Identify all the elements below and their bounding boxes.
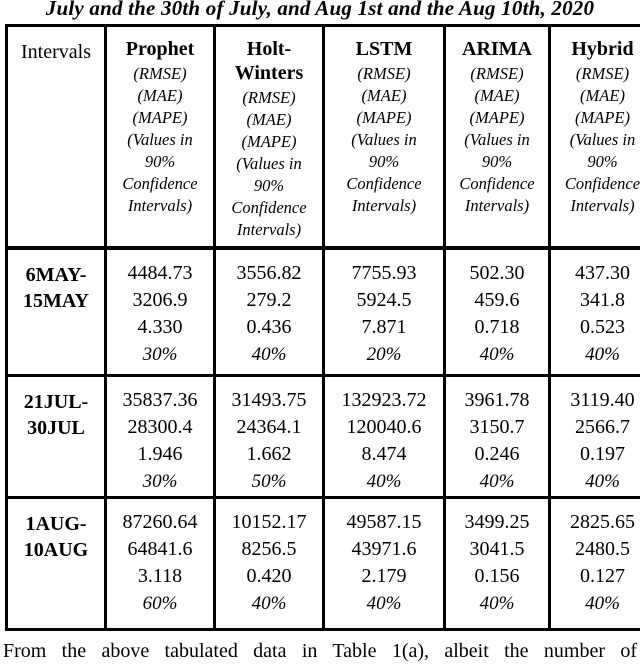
table-header-row: Intervals Prophet (RMSE) (MAE) (MAPE) (V… xyxy=(5,24,640,250)
metric-cell-prophet: 4484.73 3206.9 4.330 30% xyxy=(104,246,216,377)
metrics-legend: (RMSE) (MAE) (MAPE) (Values in 90% Confi… xyxy=(231,88,307,239)
metric-cell-prophet: 87260.64 64841.6 3.118 60% xyxy=(104,496,216,631)
metric-cell-arima: 3499.25 3041.5 0.156 40% xyxy=(443,496,551,631)
metrics-legend: (RMSE) (MAE) (MAPE) (Values in 90% Confi… xyxy=(346,64,422,215)
results-table: Intervals Prophet (RMSE) (MAE) (MAPE) (V… xyxy=(5,24,640,631)
model-name: Prophet xyxy=(125,38,195,60)
metric-cell-hybrid: 2825.65 2480.5 0.127 40% xyxy=(548,496,640,631)
metric-cell-holt-winters: 10152.17 8256.5 0.420 40% xyxy=(213,496,325,631)
column-header-prophet: Prophet (RMSE) (MAE) (MAPE) (Values in 9… xyxy=(104,24,216,250)
model-name: LSTM xyxy=(355,38,413,60)
metric-cell-hybrid: 437.30 341.8 0.523 40% xyxy=(548,246,640,377)
metrics-legend: (RMSE) (MAE) (MAPE) (Values in 90% Confi… xyxy=(564,64,640,215)
table-row: 1AUG- 10AUG 87260.64 64841.6 3.118 60% 1… xyxy=(5,496,640,631)
column-header-holt-winters: Holt- Winters (RMSE) (MAE) (MAPE) (Value… xyxy=(213,24,325,250)
table-row: 21JUL- 30JUL 35837.36 28300.4 1.946 30% … xyxy=(5,374,640,499)
metrics-legend: (RMSE) (MAE) (MAPE) (Values in 90% Confi… xyxy=(122,64,198,215)
table-row: 6MAY- 15MAY 4484.73 3206.9 4.330 30% 355… xyxy=(5,246,640,377)
model-name: Hybrid xyxy=(571,38,634,60)
column-header-hybrid: Hybrid (RMSE) (MAE) (MAPE) (Values in 90… xyxy=(548,24,640,250)
interval-cell: 21JUL- 30JUL xyxy=(5,374,107,499)
results-table-container: Intervals Prophet (RMSE) (MAE) (MAPE) (V… xyxy=(0,24,640,631)
column-header-lstm: LSTM (RMSE) (MAE) (MAPE) (Values in 90% … xyxy=(322,24,446,250)
body-text: From the above tabulated data in Table 1… xyxy=(3,640,637,662)
model-name: ARIMA xyxy=(462,38,532,60)
model-name: Holt- Winters xyxy=(234,38,304,84)
metric-cell-holt-winters: 3556.82 279.2 0.436 40% xyxy=(213,246,325,377)
page-heading: July and the 30th of July, and Aug 1st a… xyxy=(45,0,595,20)
metric-cell-arima: 3961.78 3150.7 0.246 40% xyxy=(443,374,551,499)
metrics-legend: (RMSE) (MAE) (MAPE) (Values in 90% Confi… xyxy=(459,64,535,215)
metric-cell-holt-winters: 31493.75 24364.1 1.662 50% xyxy=(213,374,325,499)
metric-cell-lstm: 132923.72 120040.6 8.474 40% xyxy=(322,374,446,499)
metric-cell-arima: 502.30 459.6 0.718 40% xyxy=(443,246,551,377)
metric-cell-prophet: 35837.36 28300.4 1.946 30% xyxy=(104,374,216,499)
metric-cell-lstm: 7755.93 5924.5 7.871 20% xyxy=(322,246,446,377)
column-header-intervals: Intervals xyxy=(5,24,107,250)
metric-cell-hybrid: 3119.40 2566.7 0.197 40% xyxy=(548,374,640,499)
column-header-arima: ARIMA (RMSE) (MAE) (MAPE) (Values in 90%… xyxy=(443,24,551,250)
interval-cell: 6MAY- 15MAY xyxy=(5,246,107,377)
interval-cell: 1AUG- 10AUG xyxy=(5,496,107,631)
metric-cell-lstm: 49587.15 43971.6 2.179 40% xyxy=(322,496,446,631)
